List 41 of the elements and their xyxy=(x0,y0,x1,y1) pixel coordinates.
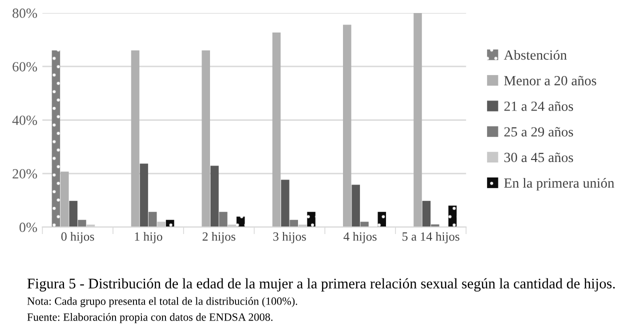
bar xyxy=(219,212,228,228)
text: Nota: Cada grupo presenta el total de la distribución (100%). xyxy=(27,297,298,308)
bar xyxy=(422,200,431,228)
bar xyxy=(69,200,78,228)
x-tick-label: 3 hijos xyxy=(273,232,306,244)
x-tick-label: 0 hijos xyxy=(61,232,94,244)
bar xyxy=(131,50,140,228)
bar xyxy=(360,222,369,228)
y-tick-label: 60% xyxy=(12,62,38,72)
bar xyxy=(307,212,316,228)
bar xyxy=(378,212,386,228)
legend-label: Abstención xyxy=(504,50,567,60)
bar xyxy=(148,212,157,228)
legend-label: 30 a 45 años xyxy=(504,152,574,162)
text: Figura 5 - Distribución de la edad de la mujer a la primera relación sexual según la cantidad de hijos. xyxy=(27,278,615,292)
bar xyxy=(281,180,290,228)
bar xyxy=(210,166,219,228)
source-note: Fuente: Elaboración propia con datos de ENDSA 2008. xyxy=(27,313,272,324)
bar xyxy=(60,172,69,228)
bar xyxy=(52,50,60,228)
bar xyxy=(448,206,457,228)
y-tick-label: 0% xyxy=(20,222,38,232)
legend-label: Menor a 20 años xyxy=(504,76,596,86)
bar xyxy=(140,164,148,228)
bar xyxy=(272,32,281,228)
bar xyxy=(157,222,166,228)
x-tick-label: 4 hijos xyxy=(344,232,377,244)
bar xyxy=(236,216,245,228)
bar xyxy=(202,50,210,228)
legend-label: En la primera unión xyxy=(504,178,614,191)
y-tick-label: 20% xyxy=(12,169,38,179)
y-tick-label: 40% xyxy=(12,116,38,126)
y-tick-label: 80% xyxy=(12,8,38,18)
x-tick-label: 5 a 14 hijos xyxy=(402,232,460,244)
x-tick-label: 2 hijos xyxy=(202,232,236,244)
bar xyxy=(352,184,360,228)
bar xyxy=(414,12,422,228)
x-tick-label: 1 hijo xyxy=(134,232,162,244)
legend-label: 25 a 29 años xyxy=(504,127,574,137)
legend-label: 21 a 24 años xyxy=(504,101,574,111)
bar xyxy=(342,24,352,228)
